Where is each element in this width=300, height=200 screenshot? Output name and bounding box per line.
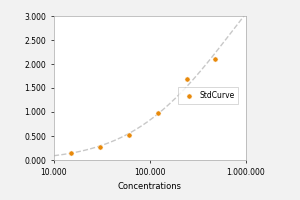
StdCurve <box>184 78 189 81</box>
StdCurve <box>68 151 73 154</box>
Legend: StdCurve: StdCurve <box>178 87 238 104</box>
StdCurve <box>126 133 131 136</box>
StdCurve <box>155 111 160 115</box>
StdCurve <box>98 145 102 149</box>
StdCurve <box>213 58 218 61</box>
X-axis label: Concentrations: Concentrations <box>118 182 182 191</box>
